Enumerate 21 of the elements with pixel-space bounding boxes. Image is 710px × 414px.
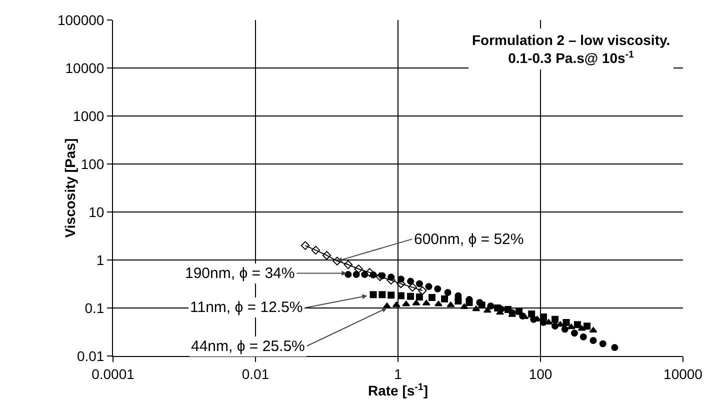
y-tick-label: 0.01 [76, 348, 104, 364]
y-tick-label: 1 [96, 252, 104, 268]
annotation: 44nm, ϕ = 25.5% [191, 338, 305, 355]
y-axis-title: Viscosity [Pas] [62, 138, 78, 238]
y-tick-label: 100 [80, 156, 104, 172]
text: Formulation 2 – low viscosity. [472, 32, 670, 48]
x-tick-label: 100 [528, 366, 552, 382]
y-tick-label: 1000 [73, 108, 104, 124]
annotation: 600nm, ϕ = 52% [414, 231, 524, 248]
y-tick-label: 0.1 [84, 300, 104, 316]
x-tick-label: 0.01 [242, 366, 270, 382]
y-tick-label: 100000 [57, 12, 104, 28]
x-tick-label: 10000 [664, 366, 703, 382]
annotation: 11nm, ϕ = 12.5% [190, 299, 303, 316]
text: 0.1-0.3 Pa.s@ 10s$^{-1}$ [508, 49, 635, 66]
y-tick-label: 10000 [65, 60, 104, 76]
x-tick-label: 0.0001 [92, 366, 135, 382]
x-tick-label: 1 [394, 366, 402, 382]
x-axis-title: Rate [s$^{-1}$] [368, 382, 428, 399]
y-tick-label: 10 [88, 204, 104, 220]
annotation: 190nm, ϕ = 34% [185, 265, 295, 282]
